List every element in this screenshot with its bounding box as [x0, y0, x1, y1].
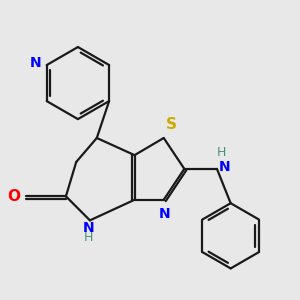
Text: N: N — [219, 160, 230, 174]
Text: N: N — [159, 207, 170, 221]
Text: H: H — [83, 231, 93, 244]
Text: N: N — [30, 56, 42, 70]
Text: N: N — [82, 221, 94, 235]
Text: S: S — [166, 117, 177, 132]
Text: O: O — [7, 189, 20, 204]
Text: H: H — [216, 146, 226, 159]
